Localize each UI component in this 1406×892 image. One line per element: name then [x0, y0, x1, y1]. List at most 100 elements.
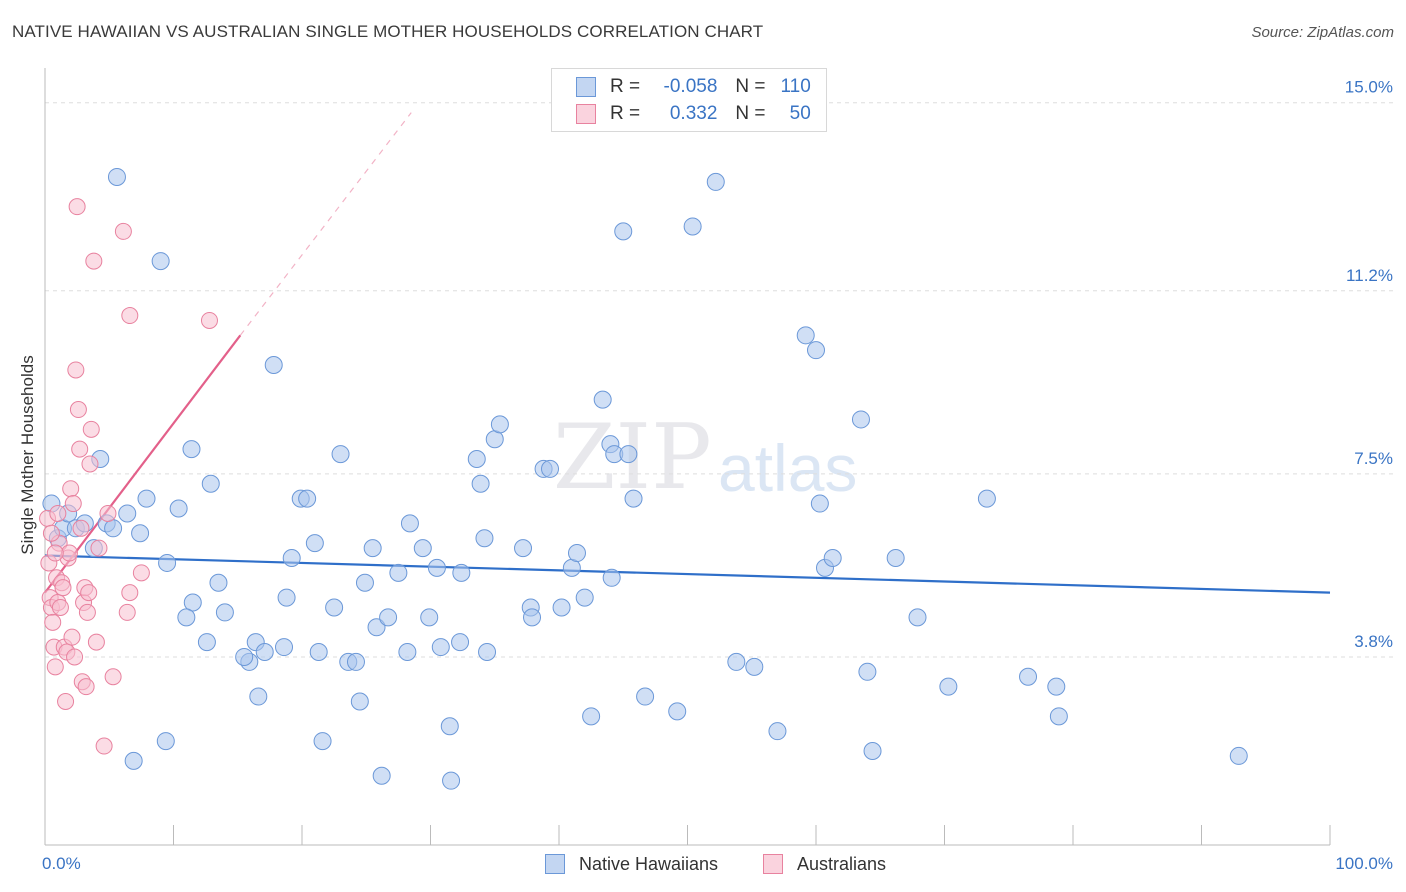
- native-hawaiian-point: [442, 771, 461, 790]
- australian-point: [121, 584, 139, 602]
- native-hawaiian-point: [420, 608, 439, 627]
- native-hawaiian-point: [427, 558, 446, 577]
- native-hawaiian-point: [977, 489, 996, 508]
- x-tick-label-end: 100.0%: [1335, 854, 1393, 873]
- australian-point: [118, 603, 136, 621]
- native-hawaiian-point: [400, 514, 419, 533]
- legend-r-value: 0.332: [669, 103, 718, 124]
- native-hawaiian-point: [158, 553, 177, 572]
- native-hawaiian-point: [939, 677, 958, 696]
- native-hawaiian-point: [264, 356, 283, 375]
- australian-point: [90, 539, 108, 557]
- series-native-hawaiians: [42, 167, 1248, 790]
- australian-point: [114, 222, 132, 240]
- native-hawaiian-point: [209, 573, 228, 592]
- native-hawaiian-point: [137, 489, 156, 508]
- bottom-legend-australians: Australians: [763, 852, 886, 876]
- native-hawaiian-point: [372, 766, 391, 785]
- y-tick-label: 11.2%: [1346, 266, 1393, 285]
- bottom-legend-swatch-blue: [545, 854, 565, 874]
- native-hawaiian-point: [124, 751, 143, 770]
- native-hawaiian-point: [275, 638, 294, 657]
- axes: [44, 68, 1331, 846]
- native-hawaiian-point: [183, 593, 202, 612]
- native-hawaiian-point: [706, 172, 725, 191]
- bottom-legend-label: Australians: [797, 853, 887, 874]
- australian-point: [104, 668, 122, 686]
- native-hawaiian-point: [277, 588, 296, 607]
- australian-point: [99, 504, 117, 522]
- y-axis-label: Single Mother Households: [18, 355, 37, 555]
- australian-point: [85, 252, 103, 270]
- native-hawaiian-point: [215, 603, 234, 622]
- native-hawaiian-point: [182, 440, 201, 459]
- native-hawaiian-point: [104, 519, 123, 538]
- native-hawaiian-point: [1019, 667, 1038, 686]
- native-hawaiian-point: [355, 573, 374, 592]
- australian-point: [62, 480, 80, 498]
- legend-swatch-pink: [576, 104, 596, 124]
- native-hawaiian-point: [282, 548, 301, 567]
- australian-point: [57, 692, 75, 710]
- australian-point: [51, 598, 69, 616]
- native-hawaiian-point: [440, 717, 459, 736]
- legend-n-value: 50: [789, 103, 811, 124]
- chart-source: Source: ZipAtlas.com: [1251, 24, 1394, 41]
- legend-r-label: R =: [610, 103, 641, 124]
- australian-point: [132, 564, 150, 582]
- legend-r-label: R =: [610, 76, 641, 97]
- native-hawaiian-point: [1049, 707, 1068, 726]
- native-hawaiian-point: [1047, 677, 1066, 696]
- native-hawaiian-point: [398, 643, 417, 662]
- legend-row-native-hawaiians: R = -0.058 N = 110: [576, 75, 811, 99]
- native-hawaiian-point: [523, 608, 542, 627]
- native-hawaiian-point: [886, 548, 905, 567]
- native-hawaiian-point: [197, 633, 216, 652]
- native-hawaiian-point: [118, 504, 137, 523]
- trend-line-native-hawaiians: [44, 554, 1331, 594]
- australian-point: [200, 311, 218, 329]
- australian-point: [77, 678, 95, 696]
- australian-point: [69, 401, 87, 419]
- chart-title: NATIVE HAWAIIAN VS AUSTRALIAN SINGLE MOT…: [12, 22, 764, 41]
- legend-n-label: N =: [735, 76, 766, 97]
- x-tick-label-start: 0.0%: [42, 854, 81, 873]
- native-hawaiian-point: [350, 692, 369, 711]
- native-hawaiian-point: [768, 722, 787, 741]
- native-hawaiian-point: [863, 741, 882, 760]
- native-hawaiian-point: [325, 598, 344, 617]
- native-hawaiian-point: [514, 539, 533, 558]
- native-hawaiian-point: [668, 702, 687, 721]
- native-hawaiian-point: [614, 222, 633, 241]
- data-points: [39, 167, 1248, 790]
- australian-point: [68, 198, 86, 216]
- native-hawaiian-point: [683, 217, 702, 236]
- australian-point: [71, 440, 89, 458]
- legend-r-value: -0.058: [663, 76, 718, 97]
- native-hawaiian-point: [471, 474, 490, 493]
- australian-point: [95, 737, 113, 755]
- australian-point: [46, 544, 64, 562]
- native-hawaiian-point: [478, 643, 497, 662]
- native-hawaiian-point: [131, 524, 150, 543]
- native-hawaiian-point: [156, 732, 175, 751]
- native-hawaiian-point: [201, 474, 220, 493]
- australian-point: [46, 658, 64, 676]
- native-hawaiian-point: [249, 687, 268, 706]
- native-hawaiian-point: [235, 647, 254, 666]
- australian-point: [121, 307, 139, 325]
- native-hawaiian-point: [602, 568, 621, 587]
- native-hawaiian-point: [305, 534, 324, 553]
- australian-point: [87, 633, 105, 651]
- native-hawaiian-point: [727, 652, 746, 671]
- legend-n-label: N =: [735, 103, 766, 124]
- legend-row-australians: R = 0.332 N = 50: [576, 102, 811, 126]
- native-hawaiian-point: [363, 539, 382, 558]
- native-hawaiian-point: [582, 707, 601, 726]
- native-hawaiian-point: [313, 732, 332, 751]
- series-australians: [39, 198, 218, 755]
- native-hawaiian-point: [1229, 746, 1248, 765]
- y-tick-label: 7.5%: [1354, 449, 1393, 468]
- native-hawaiian-point: [413, 539, 432, 558]
- watermark-atlas: atlas: [718, 431, 858, 505]
